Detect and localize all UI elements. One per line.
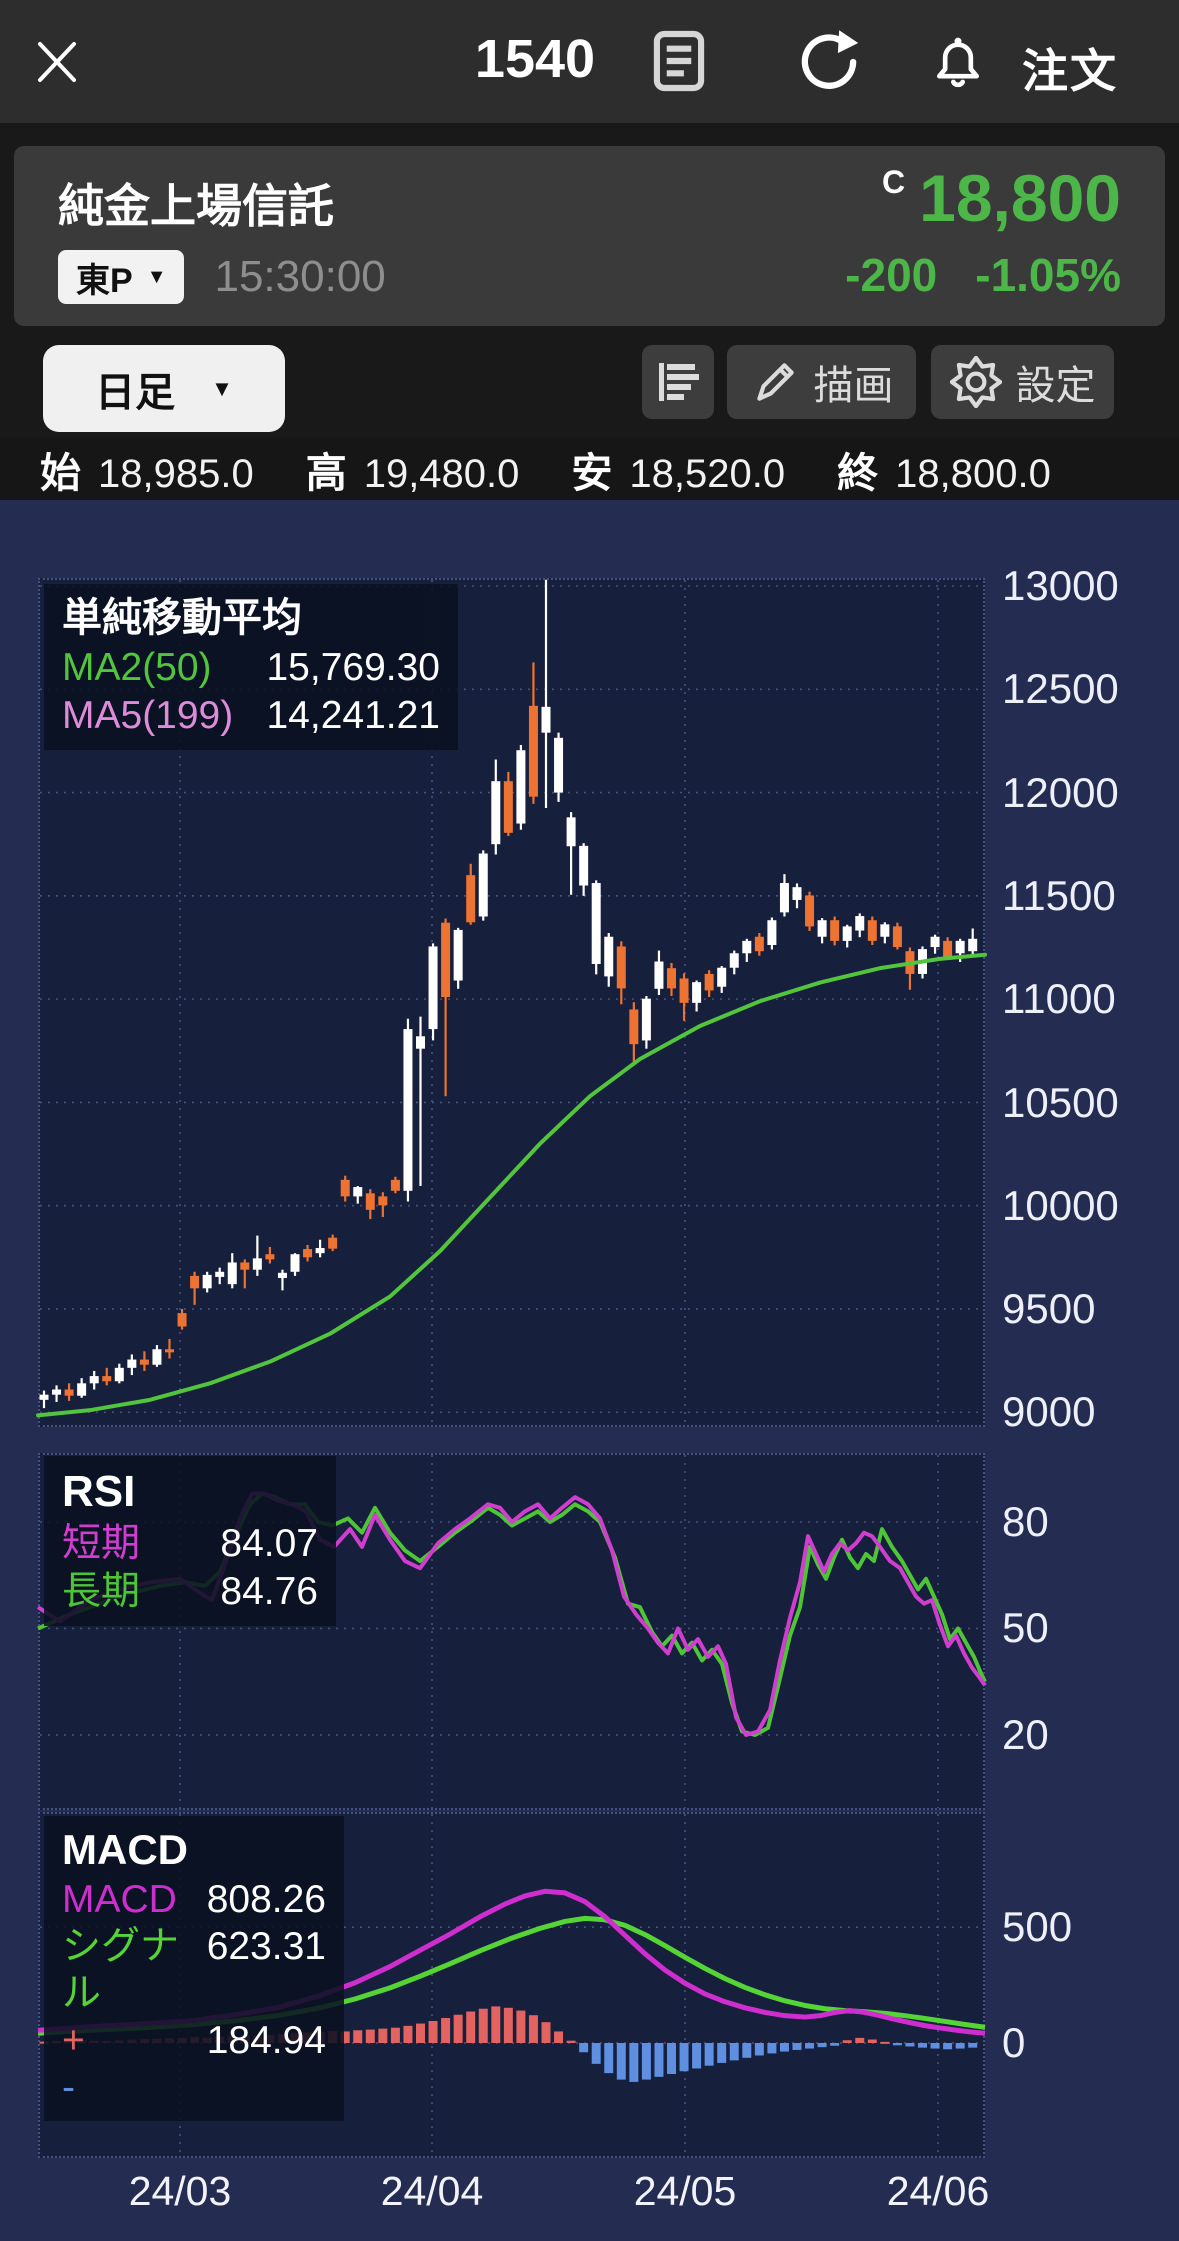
ma5-label: MA5(199) xyxy=(62,694,234,737)
top-bar: 1540 注文 xyxy=(0,0,1179,123)
hist-plus-label: + xyxy=(62,2019,85,2062)
depth-list-icon xyxy=(659,363,699,401)
y-axis-label: 11500 xyxy=(1002,872,1116,919)
hist-minus-label: - xyxy=(62,2066,75,2109)
y-axis-label: 11000 xyxy=(1002,975,1116,1022)
rsi-legend: RSI 短期 84.07 長期 84.76 xyxy=(44,1456,336,1626)
chevron-down-icon: ▼ xyxy=(211,375,233,401)
ma5-value: 14,241.21 xyxy=(266,694,440,737)
macd-line-value: 808.26 xyxy=(206,1878,326,1921)
symbol-code: 1540 xyxy=(474,29,596,89)
y-axis-label: 9500 xyxy=(1002,1285,1096,1332)
macd-signal-value: 623.31 xyxy=(206,1925,326,1968)
y-axis-label: 9000 xyxy=(1002,1388,1096,1435)
ma-legend-title: 単純移動平均 xyxy=(62,596,302,640)
rsi-short-value: 84.07 xyxy=(220,1522,318,1565)
rsi-axis-label: 80 xyxy=(1002,1498,1049,1545)
quote-time: 15:30:00 xyxy=(214,252,386,301)
rsi-short-label: 短期 xyxy=(62,1522,141,1565)
macd-axis-label: 500 xyxy=(1002,1903,1073,1950)
macd-legend: MACD MACD 808.26 シグナル 623.31 +184.94 - xyxy=(44,1816,344,2121)
rsi-legend-title: RSI xyxy=(62,1467,136,1516)
macd-line-label: MACD xyxy=(62,1878,177,1921)
settings-label: 設定 xyxy=(1015,364,1096,408)
board-list-button[interactable] xyxy=(642,345,714,419)
low-label: 安 xyxy=(571,450,613,496)
rsi-axis-label: 50 xyxy=(1002,1604,1049,1651)
ma2-value: 15,769.30 xyxy=(266,646,440,689)
rsi-axis-label: 20 xyxy=(1002,1711,1049,1758)
chart-region: 13000 12500 12000 11500 11000 10500 1000… xyxy=(0,500,1179,2241)
rsi-long-label: 長期 xyxy=(62,1570,141,1613)
close-icon[interactable] xyxy=(32,36,82,88)
macd-signal-label: シグナル xyxy=(62,1925,180,2015)
open-value: 18,985.0 xyxy=(98,452,254,496)
rsi-plot[interactable] xyxy=(38,1453,985,1810)
low-value: 18,520.0 xyxy=(629,452,786,496)
stock-name: 純金上場信託 xyxy=(58,180,334,232)
chevron-down-icon: ▼ xyxy=(146,265,167,288)
macd-legend-title: MACD xyxy=(62,1826,188,1873)
x-axis-label: 24/06 xyxy=(886,2168,990,2214)
bell-icon[interactable] xyxy=(930,30,986,92)
close-flag: C xyxy=(882,164,906,200)
change-percent: -1.05% xyxy=(975,249,1121,301)
close-label: 終 xyxy=(837,450,879,496)
x-axis-label: 24/03 xyxy=(128,2168,232,2214)
memo-icon[interactable] xyxy=(652,30,706,92)
ohlc-bar: 始 18,985.0 高 19,480.0 安 18,520.0 終 18,800.0 xyxy=(0,438,1179,500)
rsi-long-value: 84.76 xyxy=(220,1570,318,1613)
draw-button[interactable]: 描画 xyxy=(727,345,916,419)
high-value: 19,480.0 xyxy=(363,452,520,496)
timeframe-select[interactable]: 日足 ▼ xyxy=(43,345,285,432)
gear-icon xyxy=(949,356,1002,408)
settings-button[interactable]: 設定 xyxy=(931,345,1114,419)
pencil-icon xyxy=(756,363,794,401)
ma-legend: 単純移動平均 MA2(50) 15,769.30 MA5(199) 14,241.2… xyxy=(44,584,458,750)
order-button[interactable]: 注文 xyxy=(1022,45,1118,97)
x-axis-label: 24/05 xyxy=(633,2168,737,2214)
draw-label: 描画 xyxy=(813,364,894,408)
y-axis-label: 10000 xyxy=(1002,1182,1119,1229)
y-axis-label: 12000 xyxy=(1002,769,1119,816)
x-axis-label: 24/04 xyxy=(380,2168,484,2214)
hist-value: 184.94 xyxy=(206,2019,326,2062)
quote-panel: 純金上場信託 東P ▼ 15:30:00 C 18,800 -200 -1.05% xyxy=(14,146,1165,326)
refresh-icon[interactable] xyxy=(796,30,862,94)
y-axis-label: 12500 xyxy=(1002,665,1119,712)
high-label: 高 xyxy=(305,450,347,496)
exchange-select[interactable]: 東P ▼ xyxy=(58,250,185,304)
y-axis-label: 13000 xyxy=(1002,562,1119,609)
y-axis-label: 10500 xyxy=(1002,1079,1119,1126)
last-price: 18,800 xyxy=(919,161,1121,235)
open-label: 始 xyxy=(40,450,81,496)
close-value: 18,800.0 xyxy=(895,452,1051,496)
macd-axis-label: 0 xyxy=(1002,2019,1026,2066)
price-change: -200 -1.05% xyxy=(845,248,1121,302)
ma2-label: MA2(50) xyxy=(62,646,212,689)
timeframe-label: 日足 xyxy=(95,370,176,415)
exchange-label: 東P xyxy=(76,261,133,300)
change-value: -200 xyxy=(845,249,938,301)
